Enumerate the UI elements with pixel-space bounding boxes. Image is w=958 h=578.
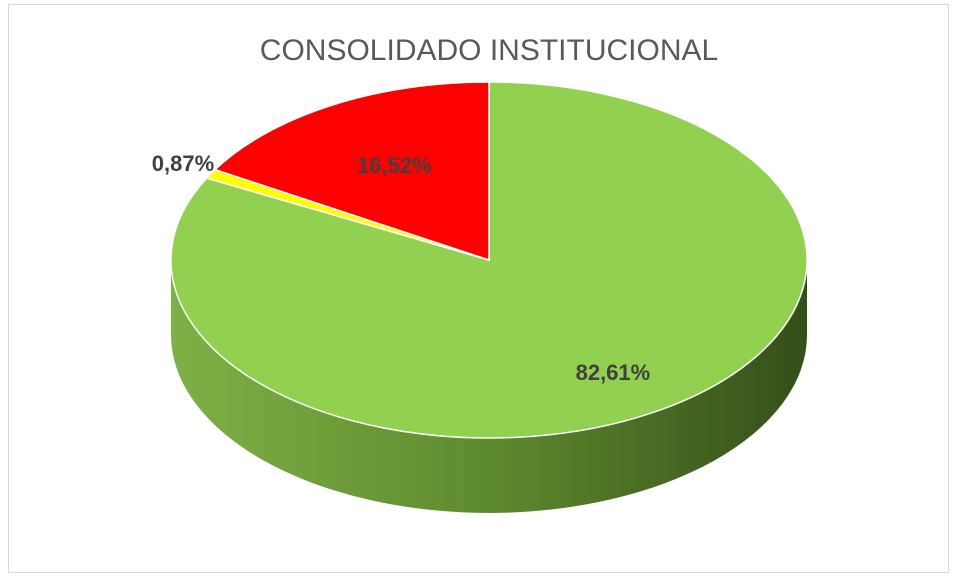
pie-slice <box>213 81 490 262</box>
data-label: 0,87% <box>152 151 214 176</box>
chart-title: CONSOLIDADO INSTITUCIONAL <box>260 34 718 67</box>
data-label: 16,52% <box>357 153 432 178</box>
data-label: 82,61% <box>576 360 651 385</box>
pie-side <box>171 260 807 513</box>
